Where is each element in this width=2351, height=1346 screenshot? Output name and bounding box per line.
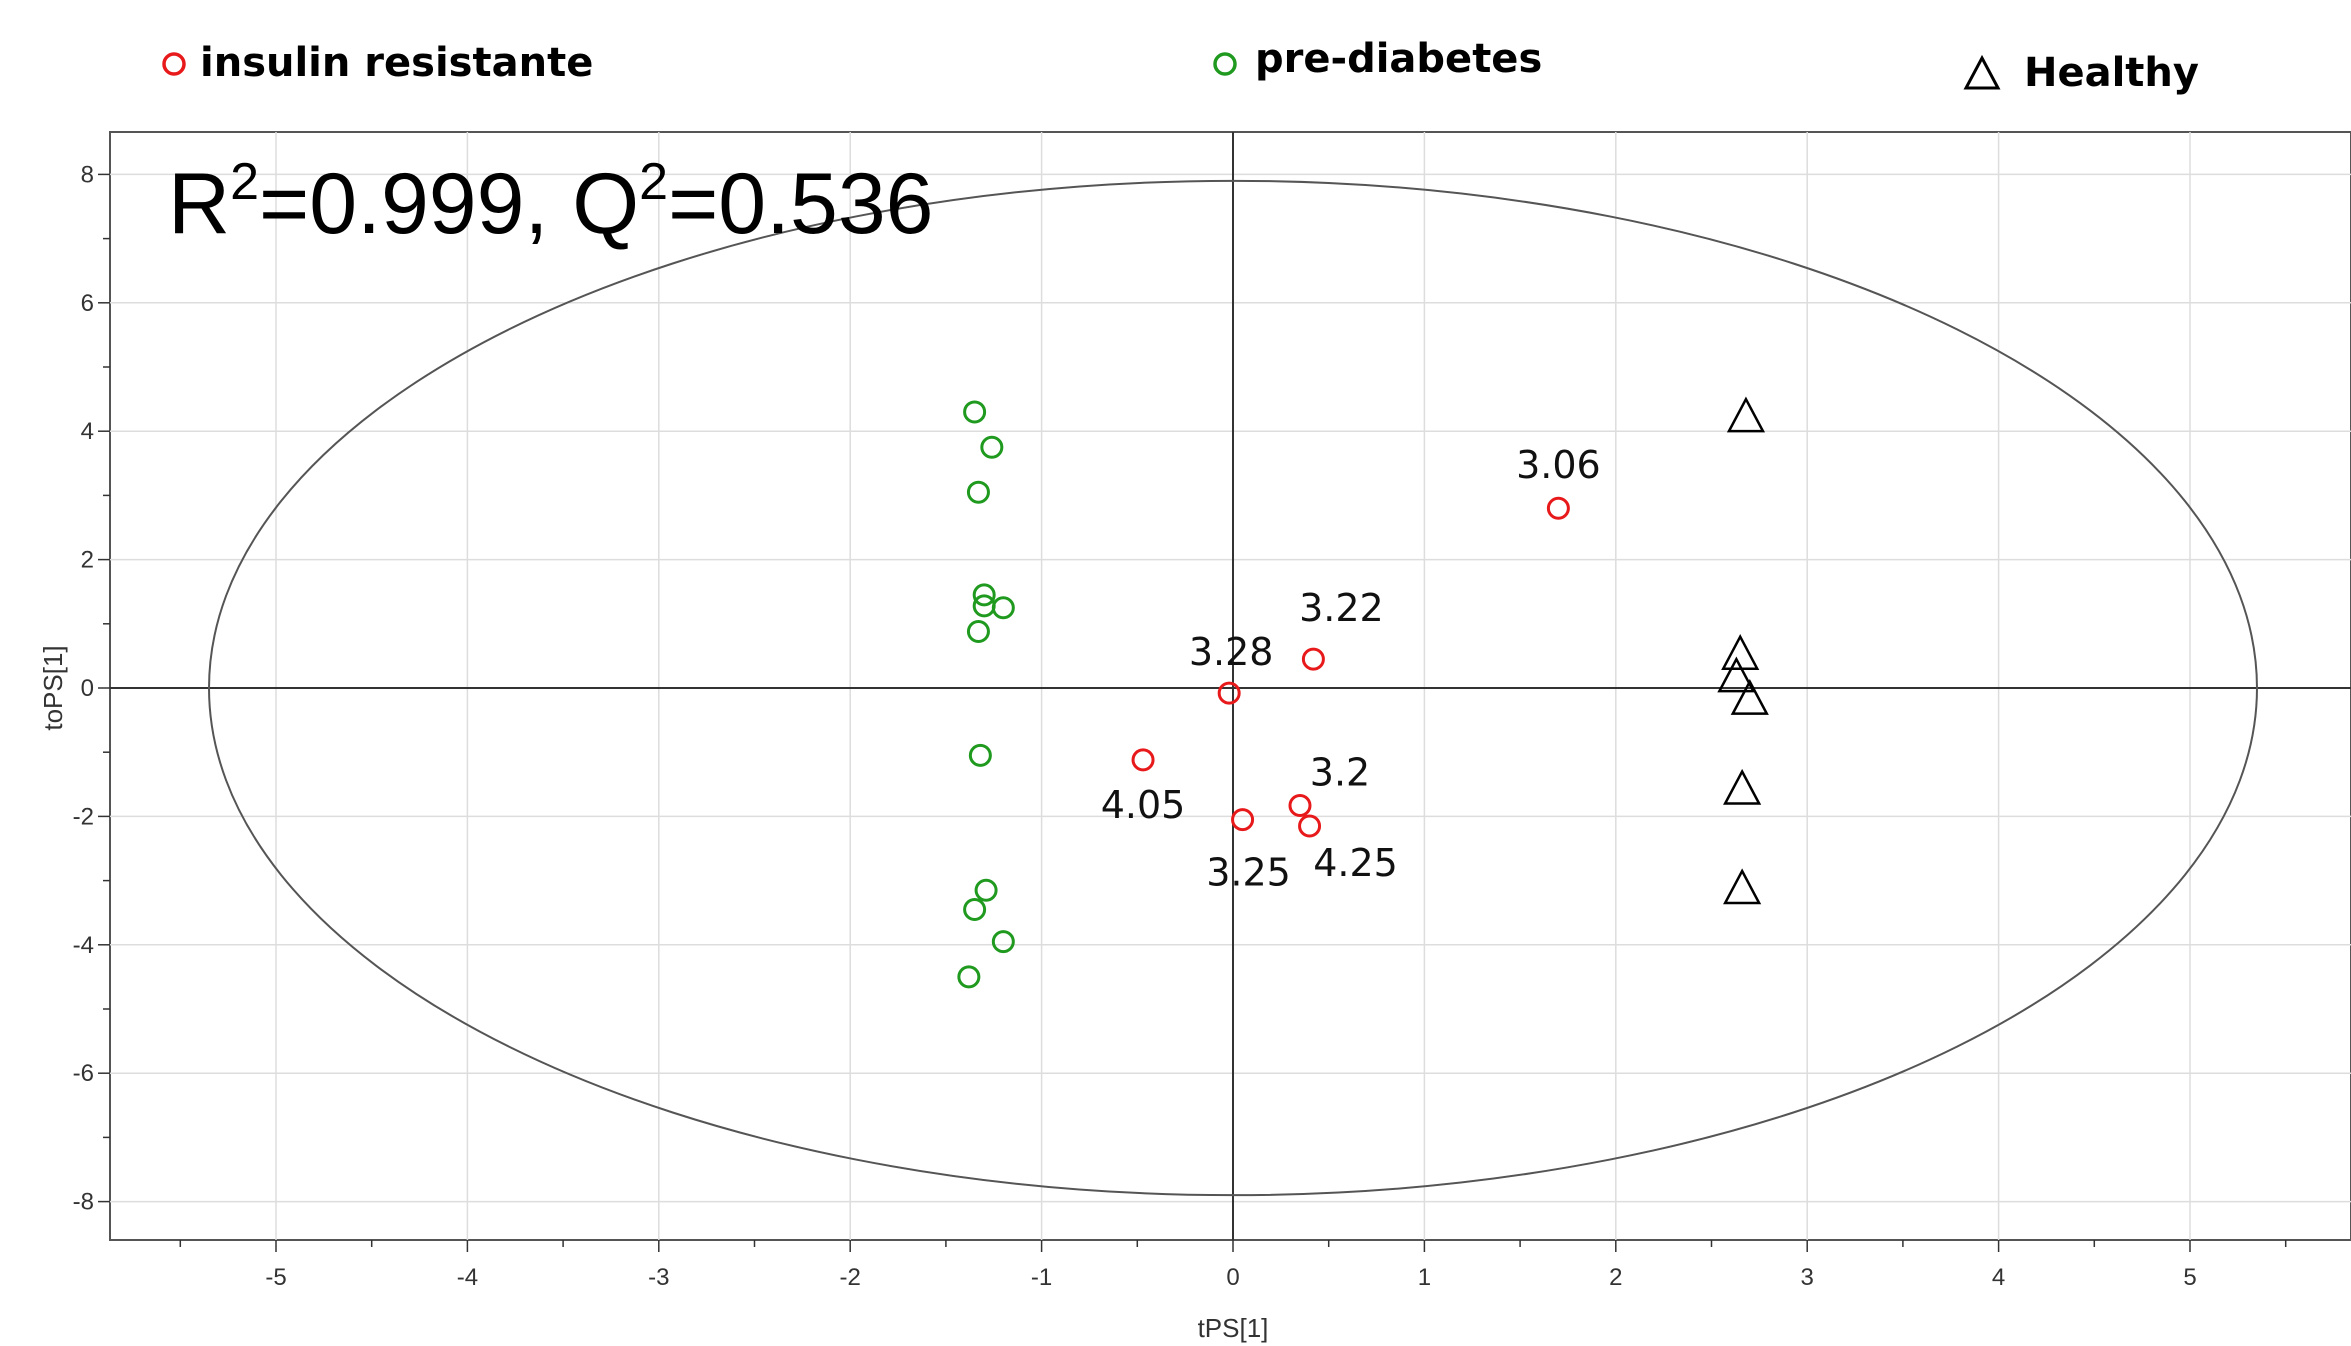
x-tick-label: 1 [1418,1264,1431,1291]
y-tick-label: -6 [73,1060,94,1087]
data-points [957,396,1769,989]
x-tick-label: -1 [1031,1264,1052,1291]
prediabetes-point [980,435,1004,459]
legend: insulin resistante pre-diabetes Healthy [162,36,2199,96]
y-tick-label: 4 [81,418,94,445]
plot-background [109,131,2351,1241]
x-tick-label: 0 [1226,1264,1239,1291]
prediabetes-point [968,743,992,767]
model-stats: R2=0.999, Q2=0.536 [168,153,934,252]
q2-superscript: 2 [639,153,668,211]
point-label: 3.06 [1516,443,1601,487]
healthy-point [1723,868,1762,905]
x-tick-label: -4 [457,1264,478,1291]
x-tick-label: 4 [1992,1264,2005,1291]
prediabetes-point [991,930,1015,954]
healthy-point [1730,678,1769,715]
y-tick-label: -4 [73,932,94,959]
gridlines [110,132,2351,1240]
x-tick-label: 5 [2183,1264,2196,1291]
legend-healthy-marker [1963,54,2001,90]
x-tick-label: -5 [265,1264,286,1291]
y-tick-label: 8 [81,161,94,188]
prediabetes-point [963,897,987,921]
point-label: 3.2 [1310,750,1370,794]
point-labels: 3.06 3.22 3.28 4.05 3.2 4.25 3.25 [1101,443,1601,894]
point-label: 4.05 [1101,783,1186,827]
healthy-point [1717,656,1756,693]
hotelling-ellipse [208,179,2258,1197]
x-axis-title: tPS[1] [1198,1313,1269,1343]
insulin-resistant-point [1546,496,1570,520]
insulin-resistant-point [1131,748,1155,772]
confidence-ellipse [208,179,2258,1197]
zero-axes [110,132,2351,1240]
insulin-resistant-point [1298,814,1322,838]
legend-insulin-label: insulin resistante [200,40,593,86]
y-tick-label: -2 [73,803,94,830]
legend-prediabetes-marker [1213,52,1237,76]
x-tick-label: 3 [1801,1264,1814,1291]
prediabetes-point [991,596,1015,620]
y-axis-title: toPS[1] [38,645,68,730]
insulin-resistant-point [1231,808,1255,832]
y-tick-label: 6 [81,290,94,317]
x-tick-label: -2 [840,1264,861,1291]
point-label: 3.22 [1299,586,1384,630]
legend-insulin-marker [162,52,186,76]
point-label: 3.28 [1189,630,1274,674]
point-label: 4.25 [1313,841,1398,885]
axis-ticks: -5 -4 -3 -2 -1 0 1 2 3 4 5 -8 -6 -4 -2 0 2 4 6 8 [73,161,2287,1291]
prediabetes-point [963,400,987,424]
x-tick-label: 2 [1609,1264,1622,1291]
legend-prediabetes-label: pre-diabetes [1255,36,1542,82]
r2-superscript: 2 [230,153,259,211]
legend-healthy-label: Healthy [2024,50,2199,96]
y-tick-label: 0 [81,675,94,702]
y-tick-label: 2 [81,547,94,574]
prediabetes-point [966,480,990,504]
prediabetes-point [974,878,998,902]
insulin-resistant-point [1288,793,1312,817]
healthy-point [1723,768,1762,805]
healthy-point [1726,396,1766,433]
insulin-resistant-point [1301,647,1325,671]
prediabetes-point [957,965,981,989]
y-tick-label: -8 [73,1189,94,1216]
point-label: 3.25 [1206,851,1291,895]
prediabetes-point [972,583,996,607]
prediabetes-point [966,620,990,644]
insulin-resistant-point [1217,681,1241,705]
x-tick-label: -3 [648,1264,669,1291]
